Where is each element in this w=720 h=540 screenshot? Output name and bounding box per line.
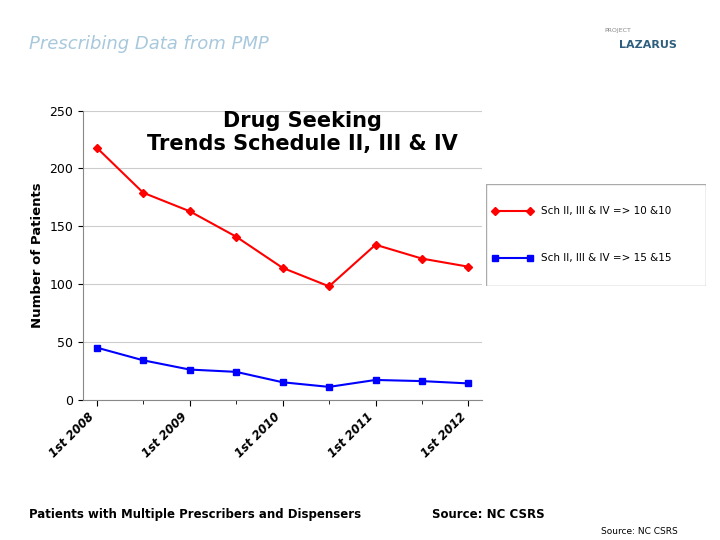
Text: Sch II, III & IV => 15 &15: Sch II, III & IV => 15 &15 — [541, 253, 672, 264]
Text: Sch II, III & IV => 10 &10: Sch II, III & IV => 10 &10 — [541, 206, 671, 217]
Text: Prescribing Data from PMP: Prescribing Data from PMP — [29, 35, 269, 52]
Text: Patients with Multiple Prescribers and Dispensers: Patients with Multiple Prescribers and D… — [29, 508, 361, 521]
Text: Source: NC CSRS: Source: NC CSRS — [432, 508, 544, 521]
Text: Source: NC CSRS: Source: NC CSRS — [601, 526, 678, 536]
Y-axis label: Number of Patients: Number of Patients — [31, 183, 44, 328]
Text: PROJECT: PROJECT — [605, 28, 631, 32]
FancyBboxPatch shape — [551, 3, 720, 72]
Text: LAZARUS: LAZARUS — [619, 40, 677, 50]
Text: Drug Seeking
Trends Schedule II, III & IV: Drug Seeking Trends Schedule II, III & I… — [147, 111, 458, 154]
